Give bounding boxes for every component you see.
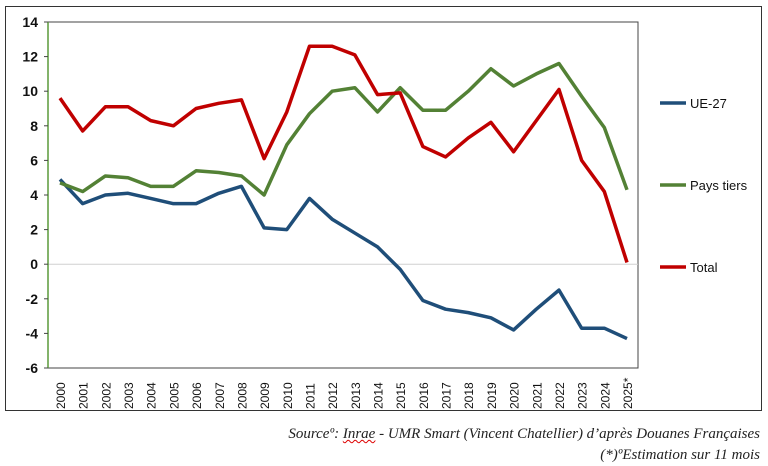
- x-tick-label: 2007: [213, 382, 227, 409]
- y-tick-label: 12: [22, 49, 38, 65]
- x-tick-label: 2008: [235, 382, 249, 409]
- legend-label: Total: [690, 260, 718, 275]
- chart-frame: [5, 6, 762, 411]
- x-tick-label: 2001: [77, 382, 91, 409]
- line-chart: -6 -4 -2 0 2 4 6 8 10 12 14 2000 2001 2002 2003 2004 200…: [22, 14, 748, 409]
- x-tick-label: 2000: [54, 382, 68, 409]
- x-tick-label: 2025*: [621, 377, 635, 409]
- x-tick-label: 2020: [508, 382, 522, 409]
- source-caption: Sourceº: Inrae - UMR Smart (Vincent Chat…: [288, 426, 760, 443]
- y-tick-label: 8: [30, 118, 38, 134]
- x-tick-label: 2004: [145, 382, 159, 409]
- series-line-pays-tiers: [59, 61, 629, 197]
- x-tick-label: 2021: [530, 382, 544, 409]
- series-line-ue-27: [58, 178, 628, 341]
- x-tick-label: 2010: [281, 382, 295, 409]
- x-tick-label: 2005: [167, 382, 181, 409]
- y-tick-label: 6: [30, 152, 38, 168]
- legend-label: Pays tiers: [690, 178, 748, 193]
- x-tick-label: 2012: [326, 382, 340, 409]
- x-tick-label: 2023: [576, 382, 590, 409]
- series-line-total: [58, 44, 629, 264]
- legend-label: UE-27: [690, 96, 727, 111]
- x-tick-label: 2011: [303, 383, 317, 409]
- x-tick-label: 2003: [122, 382, 136, 409]
- y-tick-label: 4: [30, 187, 38, 203]
- x-tick-label: 2019: [485, 382, 499, 409]
- source-rest: - UMR Smart (Vincent Chatellier) d’après…: [375, 426, 760, 442]
- x-tick-label: 2017: [440, 382, 454, 409]
- x-tick-label: 2014: [372, 382, 386, 409]
- y-tick-label: 0: [30, 256, 38, 272]
- x-tick-label: 2016: [417, 382, 431, 409]
- y-tick-label: 14: [22, 14, 38, 30]
- estimate-note: (*)ºEstimation sur 11 mois: [600, 447, 760, 463]
- source-prefix: Sourceº:: [288, 426, 343, 442]
- x-tick-label: 2024: [598, 382, 612, 409]
- x-tick-label: 2006: [190, 382, 204, 409]
- y-tick-label: 10: [22, 83, 38, 99]
- x-tick-label: 2013: [349, 382, 363, 409]
- y-tick-label: 2: [30, 222, 38, 238]
- y-tick-label: -2: [26, 291, 39, 307]
- source-org: Inrae: [342, 426, 376, 442]
- x-tick-label: 2002: [99, 382, 113, 409]
- x-tick-label: 2015: [394, 382, 408, 409]
- y-tick-label: -4: [26, 325, 39, 341]
- x-tick-label: 2022: [553, 382, 567, 409]
- x-tick-label: 2018: [462, 382, 476, 409]
- x-tick-label: 2009: [258, 382, 272, 409]
- y-tick-label: -6: [26, 360, 39, 376]
